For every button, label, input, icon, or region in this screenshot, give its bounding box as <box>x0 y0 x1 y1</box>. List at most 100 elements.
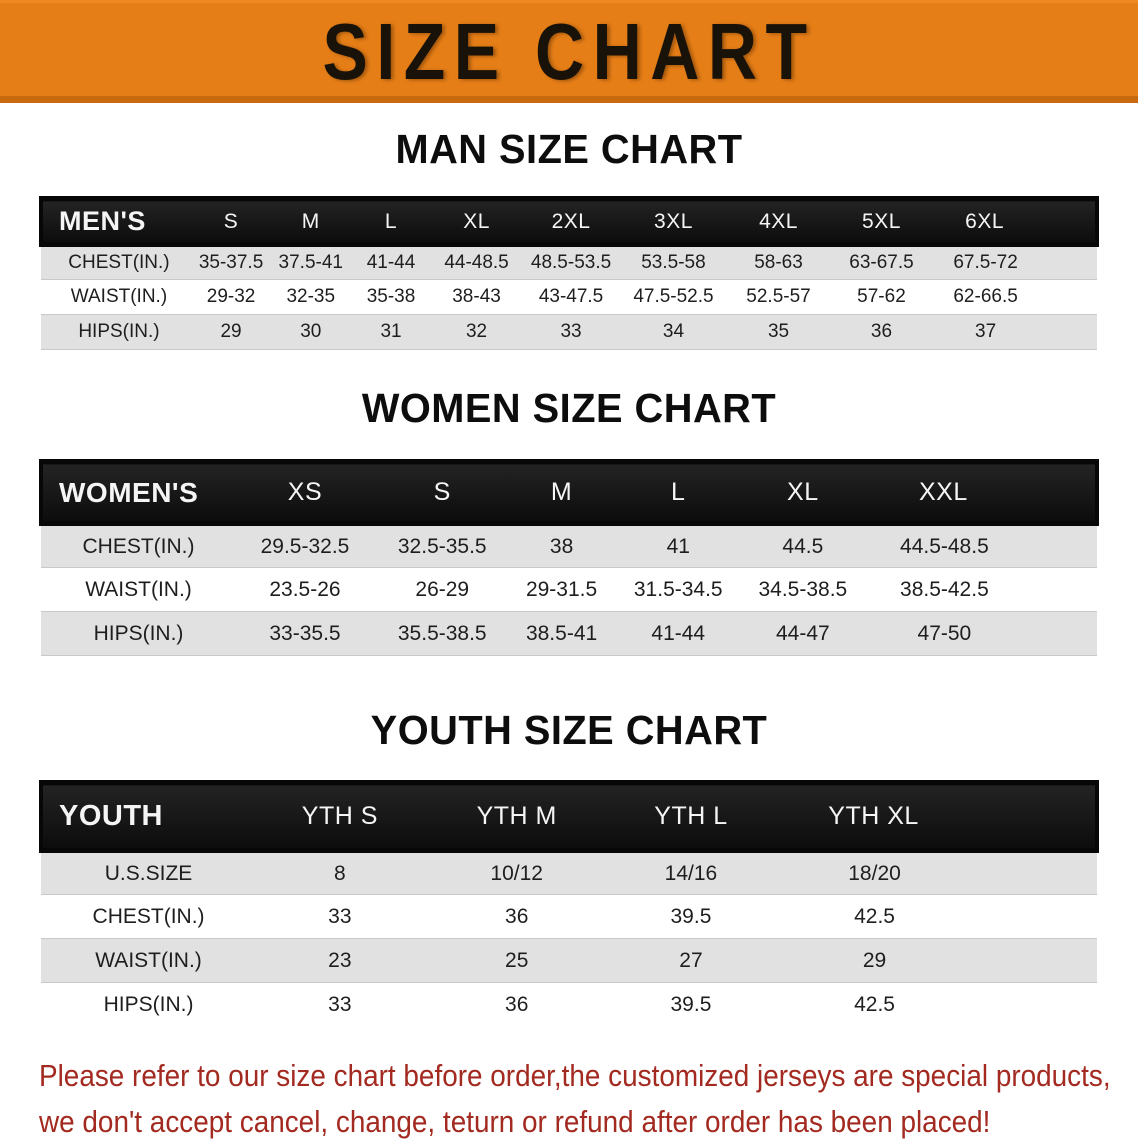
size-value: 57-62 <box>830 279 933 315</box>
size-value: 63-67.5 <box>830 244 933 280</box>
notice-line-2: we don't accept cancel, change, teturn o… <box>39 1103 991 1139</box>
size-column-header: YTH XL <box>778 780 1099 853</box>
size-value: 41 <box>618 523 738 568</box>
size-value: 67.5-72 <box>932 244 1097 280</box>
size-column-header: 6XL <box>932 196 1099 247</box>
size-value: 8 <box>250 850 430 895</box>
size-value: 35.5-38.5 <box>379 611 505 656</box>
size-column-header: S <box>379 459 505 526</box>
size-value: 29 <box>190 314 272 350</box>
row-label: CHEST(IN.) <box>41 523 231 568</box>
size-value: 18/20 <box>778 850 1097 895</box>
size-column-header: M <box>271 196 351 247</box>
size-value: 37 <box>932 314 1097 350</box>
size-value: 34.5-38.5 <box>737 567 868 612</box>
size-value: 41-44 <box>618 611 738 656</box>
size-column-header: 5XL <box>830 196 933 247</box>
table-row: WAIST(IN.) 29-32 32-35 35-38 38-43 43-47.5 47.… <box>41 279 1097 315</box>
size-value: 38.5-42.5 <box>867 567 1097 612</box>
size-value: 35 <box>726 314 831 350</box>
size-column-header: M <box>504 459 619 526</box>
size-value: 44-48.5 <box>431 244 522 280</box>
size-value: 23 <box>250 938 430 983</box>
size-value: 42.5 <box>778 894 1097 939</box>
size-value: 25 <box>429 938 604 983</box>
women-size-table-wrap: WOMEN'S XS S M L XL XXL CHEST(IN.) 29.5-32.5 32.… <box>38 459 1100 656</box>
size-value: 47.5-52.5 <box>620 279 727 315</box>
table-row: WAIST(IN.) 23 25 27 29 <box>41 938 1097 983</box>
size-value: 36 <box>429 894 604 939</box>
size-column-header: YTH M <box>429 780 604 853</box>
header-row: WOMEN'S XS S M L XL XXL <box>38 459 1100 526</box>
size-value: 33 <box>521 314 621 350</box>
size-value: 23.5-26 <box>230 567 380 612</box>
size-chart-banner: SIZE CHART <box>0 0 1138 103</box>
size-value: 10/12 <box>429 850 604 895</box>
size-value: 36 <box>830 314 933 350</box>
size-column-header: XS <box>230 459 380 526</box>
size-value: 44-47 <box>737 611 868 656</box>
table-row: CHEST(IN.) 33 36 39.5 42.5 <box>41 894 1097 939</box>
size-value: 27 <box>603 938 779 983</box>
size-value: 39.5 <box>603 894 779 939</box>
size-value: 29-32 <box>190 279 272 315</box>
size-value: 41-44 <box>350 244 432 280</box>
man-size-table: MEN'S S M L XL 2XL 3XL 4XL 5XL 6XL CHEST(IN.) 35-3… <box>39 196 1099 350</box>
youth-size-table-wrap: YOUTH YTH S YTH M YTH L YTH XL U.S.SIZE 8 10/1… <box>38 780 1099 1027</box>
row-label: HIPS(IN.) <box>41 314 191 350</box>
row-label: WAIST(IN.) <box>41 279 191 315</box>
table-corner-label: WOMEN'S <box>38 459 231 526</box>
size-column-header: XL <box>737 459 868 526</box>
size-value: 33-35.5 <box>230 611 380 656</box>
notice-line-1: Please refer to our size chart before or… <box>39 1057 1111 1093</box>
header-row: MEN'S S M L XL 2XL 3XL 4XL 5XL 6XL <box>39 196 1099 247</box>
size-column-header: 3XL <box>620 196 727 247</box>
row-label: WAIST(IN.) <box>41 938 251 983</box>
youth-section-heading: YOUTH SIZE CHART <box>370 707 768 753</box>
banner-title: SIZE CHART <box>322 6 816 96</box>
size-value: 52.5-57 <box>726 279 831 315</box>
size-value: 53.5-58 <box>620 244 727 280</box>
size-value: 48.5-53.5 <box>521 244 621 280</box>
row-label: CHEST(IN.) <box>41 244 191 280</box>
row-label: U.S.SIZE <box>41 850 251 895</box>
size-value: 33 <box>250 982 430 1027</box>
size-value: 42.5 <box>778 982 1097 1027</box>
size-value: 33 <box>250 894 430 939</box>
man-size-table-wrap: MEN'S S M L XL 2XL 3XL 4XL 5XL 6XL CHEST(IN.) 35-3… <box>39 196 1099 350</box>
size-value: 26-29 <box>379 567 505 612</box>
table-row: U.S.SIZE 8 10/12 14/16 18/20 <box>41 850 1097 895</box>
size-column-header: YTH S <box>250 780 430 853</box>
row-label: HIPS(IN.) <box>41 982 251 1027</box>
size-value: 35-37.5 <box>190 244 272 280</box>
size-column-header: 2XL <box>521 196 621 247</box>
table-row: HIPS(IN.) 29 30 31 32 33 34 35 36 37 <box>41 314 1097 350</box>
size-value: 29-31.5 <box>504 567 619 612</box>
size-value: 34 <box>620 314 727 350</box>
size-value: 32-35 <box>271 279 351 315</box>
header-row: YOUTH YTH S YTH M YTH L YTH XL <box>38 780 1099 853</box>
size-value: 31.5-34.5 <box>618 567 738 612</box>
size-column-header: L <box>350 196 432 247</box>
row-label: WAIST(IN.) <box>41 567 231 612</box>
size-value: 35-38 <box>350 279 432 315</box>
size-value: 14/16 <box>603 850 779 895</box>
size-value: 43-47.5 <box>521 279 621 315</box>
table-row: CHEST(IN.) 35-37.5 37.5-41 41-44 44-48.5 48.5… <box>41 244 1097 280</box>
women-section-heading: WOMEN SIZE CHART <box>361 385 777 431</box>
size-value: 30 <box>271 314 351 350</box>
row-label: CHEST(IN.) <box>41 894 251 939</box>
order-notice: Please refer to our size chart before or… <box>39 1053 1138 1145</box>
size-value: 29 <box>778 938 1097 983</box>
size-value: 62-66.5 <box>932 279 1097 315</box>
table-row: WAIST(IN.) 23.5-26 26-29 29-31.5 31.5-34.5 34… <box>41 567 1097 612</box>
women-size-table: WOMEN'S XS S M L XL XXL CHEST(IN.) 29.5-32.5 32.… <box>38 459 1100 656</box>
size-value: 31 <box>350 314 432 350</box>
size-value: 58-63 <box>726 244 831 280</box>
size-value: 38-43 <box>431 279 522 315</box>
size-value: 39.5 <box>603 982 779 1027</box>
size-value: 38.5-41 <box>504 611 619 656</box>
size-value: 36 <box>429 982 604 1027</box>
size-column-header: XL <box>431 196 522 247</box>
size-value: 32 <box>431 314 522 350</box>
